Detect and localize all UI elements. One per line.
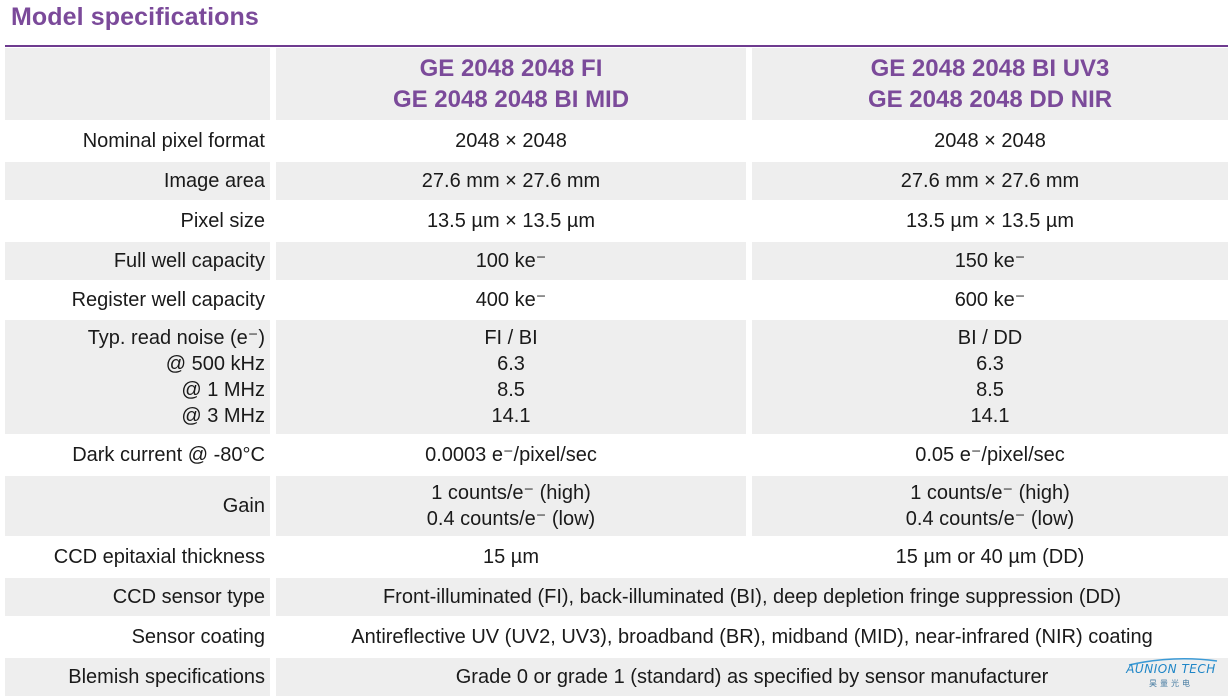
cell-line: 1 counts/e⁻ (high) [910,482,1070,504]
cell-value-merged: Antireflective UV (UV2, UV3), broadband … [276,618,1228,658]
watermark-brand: AUNION TECH [1126,662,1216,676]
table-row: Dark current @ -80°C 0.0003 e⁻/pixel/sec… [5,436,1228,476]
row-label: Image area [5,162,276,202]
cell-value-merged: Front-illuminated (FI), back-illuminated… [276,578,1228,618]
cell-line: 6.3 [497,353,525,375]
cell-value: 2048 × 2048 [276,122,752,162]
table-row: CCD sensor type Front-illuminated (FI), … [5,578,1228,618]
table-row: Nominal pixel format 2048 × 2048 2048 × … [5,122,1228,162]
table-row: Typ. read noise (e⁻) @ 500 kHz @ 1 MHz @… [5,320,1228,436]
row-label: CCD epitaxial thickness [5,538,276,578]
cell-line: FI / BI [484,327,538,349]
cell-value: 15 µm or 40 µm (DD) [752,538,1228,578]
table-row: Full well capacity 100 ke⁻ 150 ke⁻ [5,242,1228,282]
cell-value: 13.5 µm × 13.5 µm [752,202,1228,242]
row-label-line: @ 500 kHz [165,353,265,375]
row-label: Pixel size [5,202,276,242]
cell-value: 100 ke⁻ [276,242,752,282]
cell-line: 0.4 counts/e⁻ (low) [426,508,596,530]
model-header-b: GE 2048 2048 BI UV3 GE 2048 2048 DD NIR [752,48,1228,122]
cell-value: 400 ke⁻ [276,282,752,320]
cell-line: 8.5 [497,379,525,401]
cell-value: FI / BI 6.3 8.5 14.1 [276,320,752,436]
model-a-line2: GE 2048 2048 BI MID [392,86,630,113]
row-label: Blemish specifications [5,658,276,698]
row-label: Dark current @ -80°C [5,436,276,476]
row-label-line: @ 3 MHz [181,405,265,427]
table-row: Register well capacity 400 ke⁻ 600 ke⁻ [5,282,1228,320]
cell-line: 1 counts/e⁻ (high) [431,482,591,504]
cell-value: 1 counts/e⁻ (high) 0.4 counts/e⁻ (low) [276,476,752,538]
table-row: Sensor coating Antireflective UV (UV2, U… [5,618,1228,658]
cell-value-merged: Grade 0 or grade 1 (standard) as specifi… [276,658,1228,698]
row-label: Register well capacity [5,282,276,320]
cell-value: 0.05 e⁻/pixel/sec [752,436,1228,476]
spec-table: GE 2048 2048 FI GE 2048 2048 BI MID GE 2… [5,48,1228,698]
cell-value: 150 ke⁻ [752,242,1228,282]
cell-line: 8.5 [976,379,1004,401]
cell-line: 6.3 [976,353,1004,375]
row-label: Full well capacity [5,242,276,282]
cell-line: 0.4 counts/e⁻ (low) [905,508,1075,530]
row-label-line: Typ. read noise (e⁻) [87,327,265,349]
watermark-logo: AUNION TECH 昊量光电 [1119,657,1223,691]
cell-value: 1 counts/e⁻ (high) 0.4 counts/e⁻ (low) [752,476,1228,538]
cell-line: BI / DD [957,327,1023,349]
cell-value: 27.6 mm × 27.6 mm [752,162,1228,202]
model-b-line1: GE 2048 2048 BI UV3 [870,55,1110,82]
cell-value: 600 ke⁻ [752,282,1228,320]
cell-value: 2048 × 2048 [752,122,1228,162]
cell-line: 14.1 [491,405,531,427]
page-title: Model specifications [11,3,259,31]
swoosh-icon [1128,657,1218,666]
table-row: Gain 1 counts/e⁻ (high) 0.4 counts/e⁻ (l… [5,476,1228,538]
model-a-line1: GE 2048 2048 FI [419,55,603,82]
table-row: Blemish specifications Grade 0 or grade … [5,658,1228,698]
cell-line: 14.1 [970,405,1010,427]
cell-value: 13.5 µm × 13.5 µm [276,202,752,242]
cell-value: 15 µm [276,538,752,578]
row-label: CCD sensor type [5,578,276,618]
model-header-a: GE 2048 2048 FI GE 2048 2048 BI MID [276,48,752,122]
table-header-row: GE 2048 2048 FI GE 2048 2048 BI MID GE 2… [5,48,1228,122]
row-label: Gain [5,476,276,538]
row-label-line: @ 1 MHz [181,379,265,401]
watermark-subtitle: 昊量光电 [1149,679,1193,688]
row-label: Sensor coating [5,618,276,658]
header-empty-cell [5,48,276,122]
row-label: Typ. read noise (e⁻) @ 500 kHz @ 1 MHz @… [5,320,276,436]
cell-value: 0.0003 e⁻/pixel/sec [276,436,752,476]
row-label: Nominal pixel format [5,122,276,162]
title-divider [5,45,1228,47]
model-b-line2: GE 2048 2048 DD NIR [867,86,1113,113]
table-row: Image area 27.6 mm × 27.6 mm 27.6 mm × 2… [5,162,1228,202]
cell-value: 27.6 mm × 27.6 mm [276,162,752,202]
table-row: Pixel size 13.5 µm × 13.5 µm 13.5 µm × 1… [5,202,1228,242]
cell-value: BI / DD 6.3 8.5 14.1 [752,320,1228,436]
table-row: CCD epitaxial thickness 15 µm 15 µm or 4… [5,538,1228,578]
